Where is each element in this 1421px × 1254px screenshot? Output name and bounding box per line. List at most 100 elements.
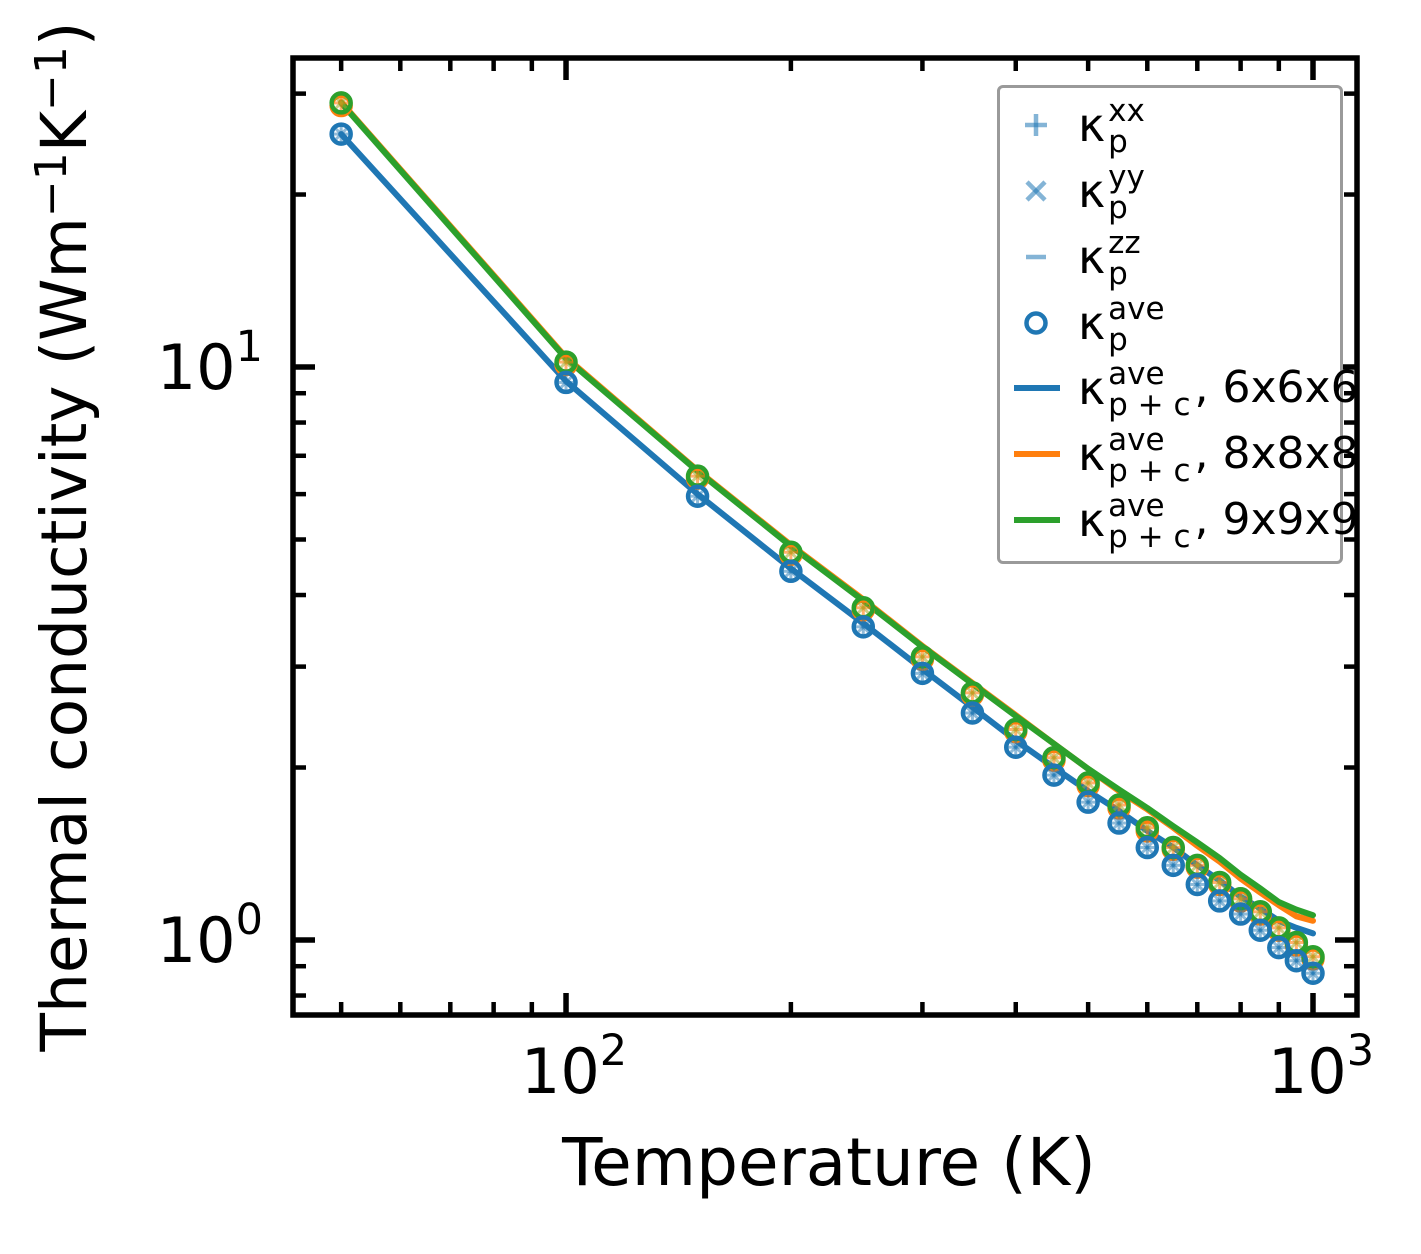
marker-kp-ave-9x9x9-markers-850K	[1248, 900, 1273, 924]
marker-spoke	[1289, 936, 1303, 949]
y-tick-label-1: 100	[157, 895, 263, 977]
kappa-superscript: ave	[1108, 488, 1165, 525]
marker-ring	[554, 370, 578, 395]
kappa-scripts: xx p	[1108, 95, 1145, 160]
marker-spoke	[1140, 841, 1154, 854]
marker-ring	[1267, 935, 1291, 960]
legend-item-kp-yy: κ yy p	[1012, 158, 1336, 224]
kappa-scripts: ave p	[1108, 293, 1164, 358]
marker-kp-ave-9x9x9-markers-650K	[1161, 835, 1186, 860]
marker-kp-ave-6x6x6-markers-500K	[1076, 790, 1100, 814]
marker-spoke	[1253, 923, 1267, 937]
marker-kp-ave-6x6x6-markers-850K	[1248, 918, 1273, 942]
marker-kp-ave-9x9x9-markers-500K	[1076, 771, 1100, 795]
marker-spoke	[1272, 921, 1286, 935]
marker-kp-ave-6x6x6-markers-250K	[851, 615, 876, 639]
kappa-symbol: κ	[1078, 97, 1106, 152]
legend-line-icon	[1014, 517, 1060, 524]
marker-kp-ave-6x6x6-markers-350K	[960, 701, 985, 725]
legend-label-kp-xx: κ xx p	[1078, 94, 1145, 160]
marker-spoke	[1190, 878, 1204, 891]
kappa-subscript: p	[1108, 321, 1128, 358]
marker-ring	[779, 559, 803, 584]
legend-mesh-suffix: , 9x9x9	[1194, 493, 1359, 545]
marker-spoke	[856, 620, 870, 634]
marker-kp-ave-9x9x9-markers-250K	[851, 596, 876, 620]
marker-kp-ave-9x9x9-markers-50K	[329, 91, 353, 115]
legend-circle-glyph	[1024, 310, 1048, 335]
series-markers-kp-ave-6x6x6-markers	[329, 122, 1325, 985]
kappa-symbol: κ	[1078, 163, 1106, 218]
marker-kp-ave-6x6x6-markers-750K	[1207, 889, 1232, 913]
marker-ring	[1076, 790, 1100, 814]
legend-dash-icon	[1026, 254, 1046, 259]
legend-cross-icon	[1025, 180, 1047, 202]
marker-kp-ave-9x9x9-markers-150K	[685, 464, 710, 488]
marker-spoke	[1190, 858, 1204, 872]
legend-mesh-suffix: , 8x8x8	[1194, 427, 1359, 479]
axis-ticks	[293, 58, 1357, 1015]
legend-plus-icon	[1025, 113, 1047, 136]
legend-mesh-suffix: , 6x6x6	[1194, 361, 1359, 413]
marker-spoke	[1047, 751, 1061, 765]
marker-kp-ave-6x6x6-markers-450K	[1042, 763, 1066, 787]
marker-spoke	[1166, 858, 1180, 872]
marker-kp-ave-6x6x6-markers-600K	[1135, 835, 1160, 860]
marker-spoke	[1112, 798, 1126, 812]
marker-spoke	[916, 650, 929, 664]
legend-line-icon	[1014, 385, 1060, 392]
marker-spoke	[1081, 776, 1095, 790]
marker-ring	[851, 615, 876, 639]
marker-kp-ave-6x6x6-markers-200K	[779, 559, 803, 584]
marker-ring	[329, 122, 353, 146]
marker-ring	[960, 701, 985, 725]
marker-spoke	[334, 96, 348, 110]
kappa-subscript: p	[1108, 123, 1128, 160]
marker-spoke	[1234, 907, 1247, 921]
kappa-subscript: p	[1108, 255, 1128, 292]
marker-ring	[1207, 889, 1232, 913]
marker-ring	[1228, 902, 1253, 926]
kappa-subscript: p + c	[1108, 519, 1191, 556]
marker-kp-ave-6x6x6-markers-1000K	[1301, 961, 1325, 985]
marker-ring	[1107, 811, 1131, 835]
legend-label-kp-ave: κ ave p	[1078, 292, 1165, 358]
kappa-symbol: κ	[1078, 361, 1106, 416]
marker-ring	[1301, 961, 1325, 985]
y-axis-label: Thermal conductivity (Wm−1K−1)	[26, 21, 101, 1052]
marker-spoke	[1112, 816, 1126, 830]
kappa-superscript: yy	[1108, 158, 1145, 195]
kappa-symbol: κ	[1078, 229, 1106, 284]
legend-line-icon	[1014, 451, 1060, 458]
marker-spoke	[1253, 905, 1267, 919]
marker-ring	[685, 484, 710, 508]
legend-item-kp-ave: κ ave p	[1012, 290, 1336, 356]
marker-kp-ave-9x9x9-markers-750K	[1207, 870, 1232, 895]
marker-ring	[1003, 735, 1028, 759]
kappa-subscript: p + c	[1108, 453, 1191, 490]
marker-kp-ave-6x6x6-markers-650K	[1161, 853, 1186, 878]
legend-box: κ xx p κ yy p κ zz p κ ave p κ ave p + c, 6x6x6 κ ave p +…	[997, 85, 1359, 564]
legend-label-kp-zz: κ zz p	[1078, 226, 1141, 292]
legend-symbol-stroke	[1025, 180, 1047, 202]
legend-item-kp-xx: κ xx p	[1012, 92, 1336, 158]
marker-ring	[1248, 918, 1273, 942]
legend-item-kp-zz: κ zz p	[1012, 224, 1336, 290]
kappa-symbol: κ	[1078, 493, 1106, 548]
marker-spoke	[1306, 950, 1320, 964]
marker-spoke	[1047, 768, 1061, 782]
marker-kp-ave-6x6x6-markers-550K	[1107, 811, 1131, 835]
marker-spoke	[691, 489, 704, 503]
marker-spoke	[1306, 966, 1320, 980]
kappa-scripts: ave p + c	[1108, 359, 1190, 421]
marker-spoke	[1081, 795, 1095, 809]
marker-ring	[910, 661, 935, 686]
marker-kp-ave-9x9x9-markers-200K	[779, 540, 803, 565]
marker-spoke	[966, 706, 979, 720]
kappa-superscript: ave	[1108, 422, 1165, 459]
kappa-scripts: ave p + c	[1108, 425, 1190, 487]
marker-spoke	[1009, 740, 1023, 754]
kappa-scripts: ave p + c	[1108, 491, 1190, 553]
marker-kp-ave-6x6x6-markers-300K	[910, 661, 935, 686]
